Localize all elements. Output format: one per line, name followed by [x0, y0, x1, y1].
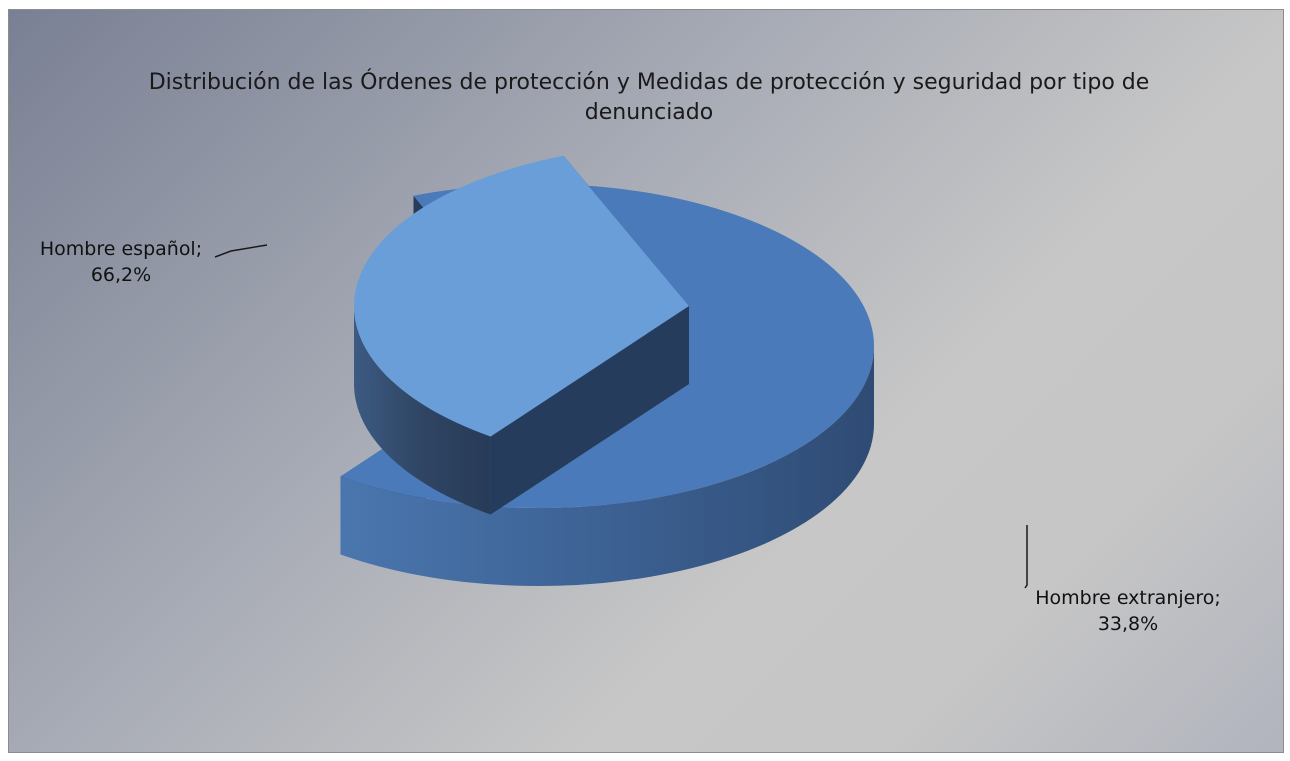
leader-line-hombre-espanol	[214, 244, 268, 258]
slice-label-value: 66,2%	[90, 264, 152, 286]
pie-slice-side-hombre-espanol	[340, 346, 875, 587]
pie-slice-hombre-extranjero	[354, 155, 689, 437]
pie-slice-side-hombre-extranjero	[354, 306, 491, 515]
pie-chart	[214, 155, 1028, 589]
slice-label-hombre-espanol: Hombre español; 66,2%	[21, 236, 221, 288]
chart-title: Distribución de las Órdenes de protecció…	[148, 70, 1150, 125]
slice-label-value: 33,8%	[1097, 613, 1159, 635]
leader-line-hombre-extranjero	[1024, 525, 1028, 589]
pie-slice-wall-hombre-extranjero-0	[490, 306, 689, 515]
slice-label-hombre-extranjero: Hombre extranjero; 33,8%	[1013, 585, 1243, 637]
chart-area: Distribución de las Órdenes de protecció…	[8, 9, 1284, 753]
slice-label-name: Hombre extranjero;	[1035, 587, 1221, 609]
slice-label-name: Hombre español;	[39, 238, 203, 260]
